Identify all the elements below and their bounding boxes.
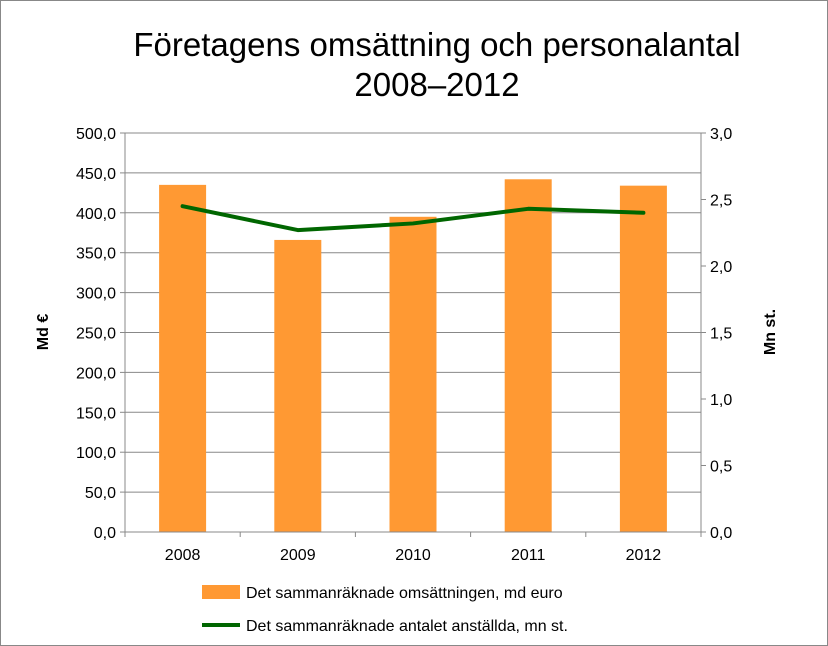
y2-tick-label: 3,0 [710, 126, 732, 143]
chart-title-line1: Företagens omsättning och personalantal [133, 26, 740, 63]
bar-2009 [274, 239, 322, 532]
chart-title-line2: 2008–2012 [354, 66, 519, 103]
x-tick-label: 2010 [395, 547, 431, 564]
y2-tick-label: 1,0 [710, 392, 732, 409]
y-tick-label: 150,0 [76, 405, 116, 422]
legend-line-label: Det sammanräknade antalet anställda, mn … [246, 618, 568, 635]
y-axis-label: Md € [35, 314, 52, 351]
bar-2011 [504, 179, 552, 532]
y-tick-label: 450,0 [76, 166, 116, 183]
legend-bar-label: Det sammanräknade omsättningen, md euro [246, 585, 563, 602]
x-tick-label: 2011 [511, 547, 546, 564]
y2-tick-label: 0,5 [710, 459, 732, 476]
y2-tick-label: 2,0 [710, 259, 732, 276]
y-tick-label: 300,0 [76, 286, 116, 303]
y2-tick-label: 0,0 [710, 525, 732, 542]
employees-line [180, 204, 646, 233]
y-tick-label: 100,0 [76, 445, 116, 462]
y-tick-label: 350,0 [76, 246, 116, 263]
bar-2010 [389, 216, 437, 533]
y-tick-label: 500,0 [76, 126, 116, 143]
legend-bar-swatch [202, 585, 240, 599]
x-tick-label: 2008 [165, 547, 201, 564]
y2-tick-label: 1,5 [710, 326, 732, 343]
bar-2008 [159, 184, 207, 532]
y-tick-label: 0,0 [94, 525, 116, 542]
y-tick-label: 400,0 [76, 206, 116, 223]
bar-2012 [619, 185, 667, 532]
y-tick-label: 250,0 [76, 326, 116, 343]
x-tick-label: 2012 [626, 547, 662, 564]
y2-tick-label: 2,5 [710, 193, 732, 210]
y2-axis-label: Mn st. [762, 309, 779, 355]
y-tick-label: 50,0 [85, 485, 116, 502]
x-tick-label: 2009 [280, 547, 316, 564]
y-tick-label: 200,0 [76, 365, 116, 382]
